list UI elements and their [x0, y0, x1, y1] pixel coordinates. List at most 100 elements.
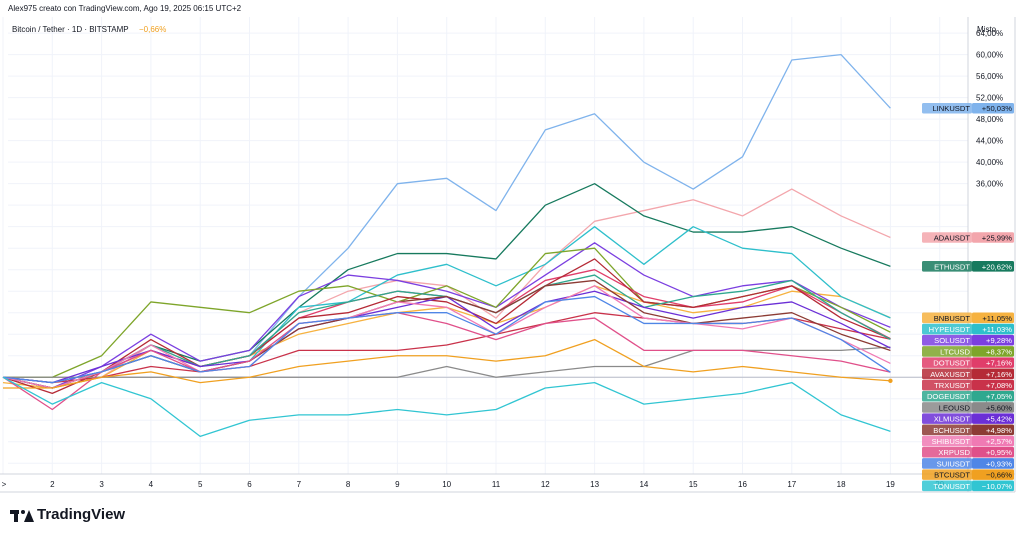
series-tag-value-bg — [972, 480, 1014, 492]
series-tag-value: +11,05% — [982, 314, 1012, 323]
x-tick-label: 13 — [590, 480, 599, 489]
x-tick-label: 7 — [297, 480, 302, 489]
series-tag-name: XRPUSD — [938, 448, 970, 457]
series-tag-xlmusdt: XLMUSDT +5,42% — [922, 413, 1014, 424]
series-tag-solusdt: SOLUSDT +9,28% — [922, 334, 1014, 346]
series-tag-value-bg — [972, 379, 1014, 391]
series-tag-dogeusdt: DOGEUSDT +7,05% — [922, 390, 1014, 402]
series-tag-name: LTCUSD — [940, 347, 970, 356]
series-tag-name-bg — [922, 334, 972, 346]
y-tick-label: 60,00% — [976, 51, 1003, 60]
series-tag-name: AVAXUSDT — [930, 370, 970, 379]
series-tag-name-bg — [922, 232, 972, 243]
btc-last-point — [888, 378, 893, 383]
series-tag-name: BCHUSDT — [933, 426, 970, 435]
tradingview-logo-text: TradingView — [37, 506, 126, 523]
y-tick-label: 64,00% — [976, 29, 1003, 38]
x-tick-label: 19 — [886, 480, 895, 489]
x-tick-label: 17 — [787, 480, 796, 489]
series-tag-name: TRXUSDT — [934, 381, 970, 390]
series-tag-name-bg — [922, 446, 972, 458]
series-tag-value: +5,42% — [986, 415, 1012, 424]
series-tag-value: −10,07% — [982, 482, 1012, 491]
series-tag-value-bg — [972, 435, 1014, 447]
series-tag-value-bg — [972, 458, 1014, 469]
legend-symbol: Bitcoin / Tether · 1D · BITSTAMP — [12, 25, 129, 34]
series-tag-name: XLMUSDT — [934, 415, 971, 424]
series-tag-value: +8,37% — [986, 347, 1012, 356]
series-tags: LINKUSDT +50,03% ADAUSDT +25,99% ETHUSDT +20,… — [922, 102, 1014, 492]
series-tag-value: +25,99% — [982, 233, 1012, 242]
series-tag-value-bg — [972, 413, 1014, 424]
series-tag-name: TONUSDT — [933, 482, 970, 491]
series-tag-name: DOTUSDT — [933, 359, 970, 368]
series-tag-name-bg — [922, 424, 972, 436]
series-tag-value: +7,16% — [986, 370, 1012, 379]
series-tag-name-bg — [922, 346, 972, 357]
y-tick-label: 56,00% — [976, 72, 1003, 81]
series-tag-ltcusd: LTCUSD +8,37% — [922, 346, 1014, 357]
x-tick-label: 10 — [442, 480, 451, 489]
series-tag-xrpusd: XRPUSD +0,95% — [922, 446, 1014, 458]
series-tag-value-bg — [972, 368, 1014, 380]
series-tag-name-bg — [922, 458, 972, 469]
series-tag-value-bg — [972, 346, 1014, 357]
series-tag-value-bg — [972, 102, 1014, 114]
series-tag-shibusdt: SHIBUSDT +2,57% — [922, 435, 1014, 447]
series-tag-value: +11,03% — [982, 325, 1012, 334]
y-tick-label: 44,00% — [976, 137, 1003, 146]
series-line-avaxusdt — [2, 258, 891, 395]
legend-change: −0,66% — [139, 25, 166, 34]
y-tick-label: 48,00% — [976, 115, 1003, 124]
series-tag-ethusdt: ETHUSDT +20,62% — [922, 261, 1014, 272]
x-tick-label: 16 — [738, 480, 747, 489]
tradingview-logo[interactable]: TradingView — [10, 506, 125, 523]
x-tick-label: 6 — [247, 480, 252, 489]
series-tag-leousd: LEOUSD +5,60% — [922, 402, 1014, 413]
series-tag-name: BTCUSDT — [934, 471, 970, 480]
series-tag-value-bg — [972, 390, 1014, 402]
chart-credit: Alex975 creato con TradingView.com, Ago … — [8, 4, 242, 13]
series-tag-name: BNBUSDT — [934, 314, 971, 323]
series-tag-value-bg — [972, 469, 1014, 480]
series-tag-value: +2,57% — [986, 437, 1012, 446]
series-tag-adausdt: ADAUSDT +25,99% — [922, 232, 1014, 243]
series-tag-name: LEOUSD — [939, 403, 971, 412]
series-tag-value: +5,60% — [986, 403, 1012, 412]
series-tag-name: SUIUSDT — [937, 459, 971, 468]
series-tag-name-bg — [922, 261, 972, 272]
x-tick-label: 8 — [346, 480, 351, 489]
series-line-suiusdt — [2, 295, 891, 384]
series-tag-name-bg — [922, 435, 972, 447]
series-tag-value: +0,93% — [986, 459, 1012, 468]
series-tag-name: HYPEUSDT — [929, 325, 971, 334]
series-tag-name: LINKUSDT — [932, 104, 970, 113]
series-tag-value-bg — [972, 261, 1014, 272]
x-tick-label: 3 — [99, 480, 104, 489]
series-tag-name: ETHUSDT — [934, 262, 970, 271]
series-tag-dotusdt: DOTUSDT +7,16% — [922, 357, 1014, 368]
series-tag-value-bg — [972, 357, 1014, 368]
series-line-shibusdt — [2, 285, 891, 389]
series-tag-value: +0,95% — [986, 448, 1012, 457]
series-line-xrpusd — [2, 312, 891, 411]
y-tick-label: 52,00% — [976, 94, 1003, 103]
series-tag-value-bg — [972, 323, 1014, 335]
tradingview-logo-icon — [10, 508, 34, 522]
series-tag-name-bg — [922, 402, 972, 413]
y-tick-label: 40,00% — [976, 158, 1003, 167]
series-tag-avaxusdt: AVAXUSDT +7,16% — [922, 368, 1014, 380]
x-tick-label: 2 — [50, 480, 55, 489]
series-tag-value: −0,66% — [986, 471, 1012, 480]
x-tick-label: 14 — [639, 480, 648, 489]
chart-grid — [2, 17, 968, 474]
x-tick-label: 12 — [541, 480, 550, 489]
series-tag-name-bg — [922, 469, 972, 480]
series-tag-name: SOLUSDT — [934, 336, 970, 345]
series-tag-value-bg — [972, 446, 1014, 458]
series-line-solusdt — [2, 242, 891, 389]
x-tick-label: 18 — [837, 480, 846, 489]
series-tag-suiusdt: SUIUSDT +0,93% — [922, 458, 1014, 469]
x-axis: 234567891011121314151617181920> — [2, 480, 945, 489]
